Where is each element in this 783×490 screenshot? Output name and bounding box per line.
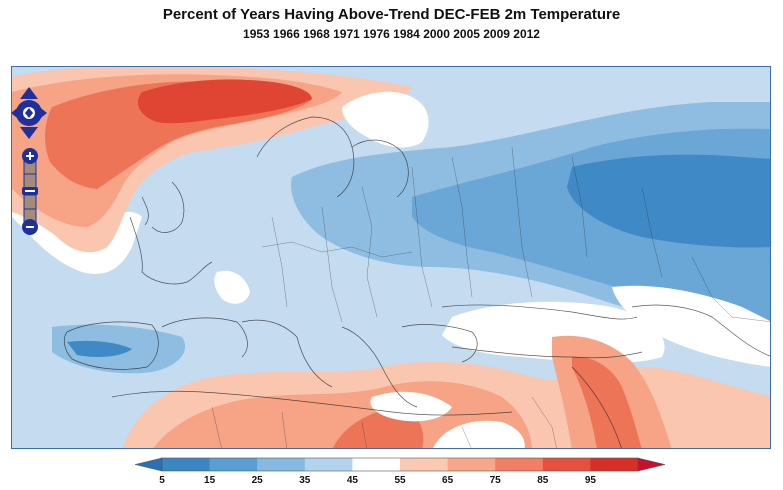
map-subtitle: 1953 1966 1968 1971 1976 1984 2000 2005 … xyxy=(243,27,540,41)
colorbar-tick-label: 15 xyxy=(204,475,216,485)
zoom-out-button[interactable] xyxy=(22,219,38,235)
colorbar-tick-label: 35 xyxy=(299,475,311,485)
coastlines xyxy=(63,116,770,448)
iberia-cold-core xyxy=(67,340,132,357)
colorbar-tick-label: 85 xyxy=(537,475,549,485)
russia-cold-core xyxy=(567,154,770,248)
colorbar-segment xyxy=(590,458,639,471)
country-borders xyxy=(211,146,770,448)
scandinavia-white-region xyxy=(342,91,429,148)
colorbar-segment xyxy=(162,458,210,471)
colorbar-low-arrow xyxy=(134,457,163,472)
colorbar-segment xyxy=(400,458,448,471)
zoom-slider-handle[interactable] xyxy=(22,187,38,195)
colorbar-segment xyxy=(209,458,258,471)
colorbar-legend: 5 15 25 35 45 55 65 75 85 95 xyxy=(134,455,666,486)
colorbar-segment xyxy=(304,458,353,471)
pan-control[interactable] xyxy=(11,87,47,139)
zoom-control[interactable] xyxy=(20,147,40,237)
colorbar-tick-label: 55 xyxy=(394,475,406,485)
colorbar-svg: 5 15 25 35 45 55 65 75 85 95 xyxy=(134,457,666,486)
north-atlantic-warm-peak xyxy=(137,79,312,124)
colorbar-tick-label: 45 xyxy=(347,475,359,485)
colorbar-tick-label: 5 xyxy=(159,475,165,485)
colorbar-segment xyxy=(447,458,496,471)
pan-right-icon[interactable] xyxy=(37,105,47,121)
pan-down-icon[interactable] xyxy=(20,127,38,139)
colorbar-segment xyxy=(542,458,591,471)
pan-center-icon xyxy=(25,108,33,118)
colorbar-tick-label: 95 xyxy=(585,475,597,485)
zoom-in-button[interactable] xyxy=(22,148,38,164)
pan-up-icon[interactable] xyxy=(20,87,38,99)
temperature-map xyxy=(12,67,770,448)
north-africa-warm-core xyxy=(153,381,532,448)
colorbar-segment xyxy=(495,458,544,471)
sahara-white-patch xyxy=(433,420,525,448)
colorbar-segment xyxy=(352,458,401,471)
colorbar-tick-label: 65 xyxy=(442,475,454,485)
mediterranean-white-patch xyxy=(370,391,452,422)
pan-left-icon[interactable] xyxy=(11,105,21,121)
colorbar-tick-label: 75 xyxy=(490,475,502,485)
map-viewport[interactable] xyxy=(11,66,771,449)
colorbar-tick-label: 25 xyxy=(252,475,264,485)
map-title: Percent of Years Having Above-Trend DEC-… xyxy=(162,6,621,23)
caucasus-white-region xyxy=(612,285,770,367)
colorbar-segment xyxy=(257,458,306,471)
alps-white-region xyxy=(214,270,250,304)
colorbar-high-arrow xyxy=(637,457,666,472)
arabia-warm-core xyxy=(572,356,642,448)
